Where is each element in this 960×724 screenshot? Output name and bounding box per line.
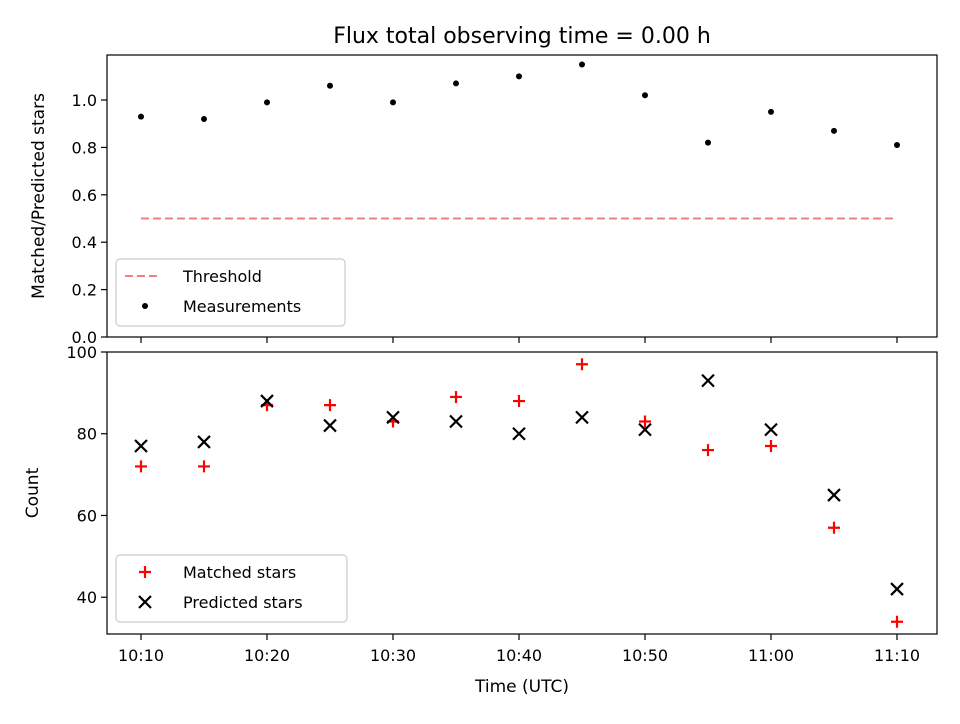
top-series-1-point <box>768 108 774 115</box>
bottom-y-tick-label: 40 <box>77 588 97 607</box>
top-y-tick-label: 0.6 <box>72 186 97 205</box>
top-legend-marker <box>142 303 148 309</box>
top-series-1-point <box>705 139 711 146</box>
top-series-1-point <box>453 80 459 87</box>
bottom-axes-frame <box>106 351 938 635</box>
top-series-1-point <box>138 113 144 120</box>
bottom-series-1-point <box>386 410 400 425</box>
bottom-series-0-point <box>450 390 462 403</box>
bottom-series-1-point <box>512 426 526 441</box>
top-series-1-point <box>201 115 207 122</box>
top-axes-frame <box>106 54 938 338</box>
bottom-series-1-point <box>197 435 211 449</box>
bottom-series-0-point <box>765 440 777 452</box>
bottom-series-1-point <box>323 418 337 433</box>
bottom-legend-marker <box>139 566 151 578</box>
top-y-axis-label: Matched/Predicted stars <box>29 93 49 299</box>
top-y-tick-label: 1.0 <box>72 91 97 110</box>
bottom-y-tick-label: 100 <box>66 343 97 362</box>
x-axis-label: Time (UTC) <box>474 677 569 697</box>
top-y-tick-label: 0.2 <box>72 281 97 300</box>
bottom-series-1-point <box>575 410 589 425</box>
chart-title: Flux total observing time = 0.00 h <box>333 24 711 49</box>
bottom-x-tick-label: 10:30 <box>370 646 416 665</box>
bottom-legend-label: Matched stars <box>183 563 296 582</box>
top-y-tick-label: 0.0 <box>72 328 97 347</box>
bottom-series-1-point <box>638 422 652 437</box>
top-y-tick-label: 0.4 <box>72 233 97 252</box>
bottom-legend-marker <box>138 595 152 609</box>
bottom-x-tick-label: 10:40 <box>496 646 542 665</box>
bottom-x-tick-label: 10:20 <box>244 646 290 665</box>
bottom-y-axis-label: Count <box>23 467 43 518</box>
top-series-1-point <box>390 99 396 106</box>
bottom-x-tick-label: 11:00 <box>748 646 794 665</box>
bottom-series-0-point <box>639 415 651 428</box>
bottom-series-0-point <box>513 395 525 408</box>
top-panel: 0.0 0.2 0.4 0.6 0.8 1.0 Matched/Predicted star… <box>29 54 938 347</box>
top-legend-label: Measurements <box>183 297 301 316</box>
bottom-series-1-point <box>764 422 778 437</box>
bottom-x-tick-label: 10:10 <box>118 646 164 665</box>
bottom-y-tick-label: 80 <box>77 425 97 444</box>
bottom-series-0-point <box>828 521 840 534</box>
top-series-1-point <box>516 73 522 80</box>
top-legend-box <box>115 258 346 327</box>
bottom-series-0-point <box>135 460 147 473</box>
bottom-series-1-point <box>890 582 904 596</box>
top-series-1-point <box>642 92 648 99</box>
top-series-1-point <box>894 142 900 149</box>
bottom-series-1-point <box>260 394 274 408</box>
top-series-1-point <box>264 99 270 106</box>
bottom-series-0-point <box>576 358 588 371</box>
bottom-series-1-point <box>827 488 841 502</box>
top-y-tick-label: 0.8 <box>72 138 97 157</box>
bottom-series-0-point <box>324 399 336 412</box>
top-series-1-point <box>579 61 585 68</box>
top-legend-label: Threshold <box>182 267 262 286</box>
bottom-x-tick-label: 10:50 <box>622 646 668 665</box>
bottom-series-0-point <box>891 615 903 628</box>
bottom-y-tick-label: 60 <box>77 506 97 525</box>
bottom-series-1-point <box>134 439 148 453</box>
bottom-series-0-point <box>198 460 210 473</box>
top-series-1-point <box>831 127 837 134</box>
bottom-legend-label: Predicted stars <box>183 593 303 612</box>
bottom-series-0-point <box>702 444 714 457</box>
bottom-panel: 40 60 80 100 10:10 10:20 10:30 10:40 10:50 11:00 1… <box>23 343 938 665</box>
bottom-series-1-point <box>449 414 463 429</box>
top-series-1-point <box>327 82 333 89</box>
bottom-series-1-point <box>701 373 715 388</box>
bottom-legend-box <box>115 554 348 623</box>
bottom-x-tick-label: 11:10 <box>874 646 920 665</box>
